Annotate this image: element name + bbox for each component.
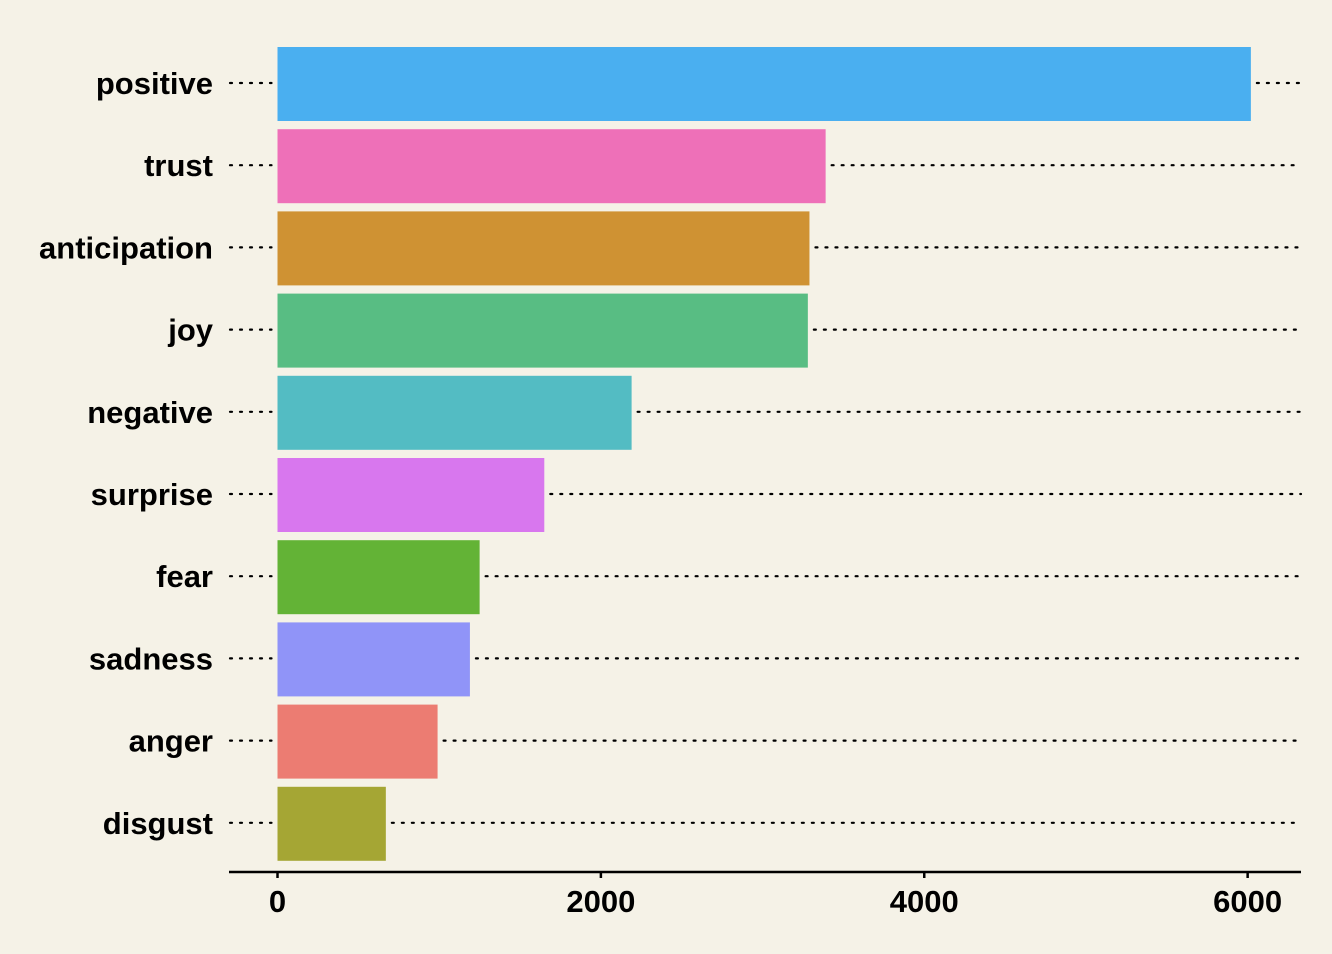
x-tick-label-4000: 4000 xyxy=(890,884,959,919)
bar-anticipation xyxy=(277,211,810,286)
x-tick-label-0: 0 xyxy=(269,884,286,919)
bar-disgust xyxy=(277,786,386,861)
bar-trust xyxy=(277,129,826,204)
bars xyxy=(277,47,1251,861)
category-labels: positive trust anticipation joy negative surp… xyxy=(39,66,214,841)
category-label-joy: joy xyxy=(167,313,214,348)
category-label-anger: anger xyxy=(129,724,213,759)
category-label-positive: positive xyxy=(96,66,213,101)
guide-lines xyxy=(228,81,1303,824)
x-tick-label-2000: 2000 xyxy=(566,884,635,919)
bar-anger xyxy=(277,704,438,779)
x-axis: 0 2000 4000 6000 xyxy=(229,870,1301,919)
bar-fear xyxy=(277,540,480,615)
bar-surprise xyxy=(277,458,545,532)
category-label-fear: fear xyxy=(156,559,213,594)
category-label-surprise: surprise xyxy=(91,477,213,512)
bar-negative xyxy=(277,375,632,450)
bar-joy xyxy=(277,293,808,368)
x-tick-label-6000: 6000 xyxy=(1213,884,1282,919)
bar-sadness xyxy=(277,622,470,697)
bar-positive xyxy=(277,47,1251,121)
category-label-anticipation: anticipation xyxy=(39,230,213,265)
category-label-negative: negative xyxy=(87,395,213,430)
category-label-disgust: disgust xyxy=(103,806,213,841)
category-label-sadness: sadness xyxy=(89,641,213,676)
category-label-trust: trust xyxy=(144,148,213,183)
